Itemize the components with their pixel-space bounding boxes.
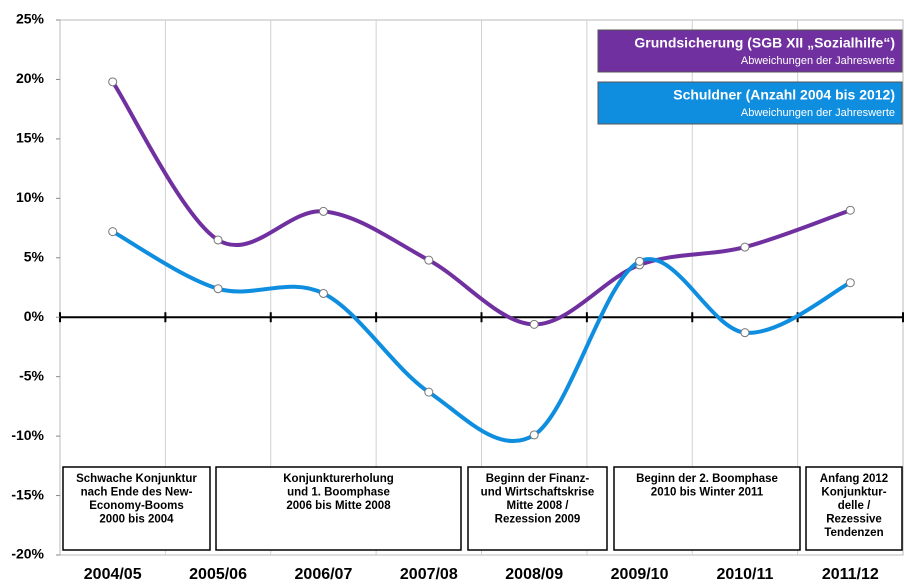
legend-box [597,29,903,73]
y-tick-label: -20% [11,546,44,562]
annotation-text: nach Ende des New- [81,487,193,499]
annotation-text: Rezessive [826,514,882,526]
data-point [845,278,855,288]
x-tick-label: 2005/06 [189,566,247,583]
annotation-box [62,466,211,551]
data-point [740,328,750,338]
series-line [111,229,852,443]
annotation-text: 2010 bis Winter 2011 [651,487,764,499]
annotation-text: Beginn der 2. Boomphase [636,473,778,485]
y-tick-label: -10% [11,427,44,443]
data-point [424,387,434,397]
x-tick-label: 2006/07 [295,566,353,583]
annotation-text: Schwache Konjunktur [76,473,197,485]
y-tick-label: 15% [16,130,45,146]
y-tick-label: 25% [16,11,45,27]
annotation-text: Tendenzen [824,527,883,539]
annotation-box [613,466,801,551]
annotation-box [467,466,608,551]
y-tick-label: 0% [24,308,45,324]
y-tick-label: 20% [16,70,45,86]
x-tick-label: 2008/09 [505,566,563,583]
data-point [635,256,645,266]
x-tick-label: 2007/08 [400,566,458,583]
y-tick-label: 10% [16,189,45,205]
data-point [424,255,434,265]
legend-note: Abweichungen der Jahreswerte [741,55,895,67]
y-tick-label: -15% [11,486,44,502]
annotation-text: Beginn der Finanz- [486,473,590,485]
y-tick-label: -5% [19,367,44,383]
data-point [318,206,328,216]
annotation-text: delle / [838,500,871,512]
legend-label: Grundsicherung (SGB XII „Sozialhilfe“) [634,35,895,51]
annotation-text: Anfang 2012 [820,473,888,485]
y-tick-label: 5% [24,248,45,264]
data-point [108,77,118,87]
data-point [529,319,539,329]
annotation-text: Konjunkturerholung [283,473,394,485]
annotation-box [805,466,903,551]
data-point [845,205,855,215]
data-point [529,430,539,440]
annotation-text: und Wirtschaftskrise [481,487,595,499]
legend-box [597,81,903,125]
x-tick-label: 2004/05 [84,566,142,583]
data-point [740,242,750,252]
annotation-text: Rezession 2009 [495,514,581,526]
annotation-text: Mitte 2008 / [507,500,570,512]
annotation-text: und 1. Boomphase [287,487,390,499]
annotation-text: Economy-Booms [89,500,184,512]
x-tick-label: 2011/12 [822,566,879,583]
data-point [108,227,118,237]
annotation-box [215,466,462,551]
annotation-text: Konjunktur- [821,487,886,499]
x-tick-label: 2009/10 [611,566,669,583]
annotation-text: 2006 bis Mitte 2008 [286,500,391,512]
data-point [213,235,223,245]
x-tick-label: 2010/11 [716,566,773,583]
annotation-text: 2000 bis 2004 [99,514,174,526]
legend-note: Abweichungen der Jahreswerte [741,107,895,119]
legend-label: Schuldner (Anzahl 2004 bis 2012) [673,87,895,103]
data-point [318,288,328,298]
data-point [213,284,223,294]
